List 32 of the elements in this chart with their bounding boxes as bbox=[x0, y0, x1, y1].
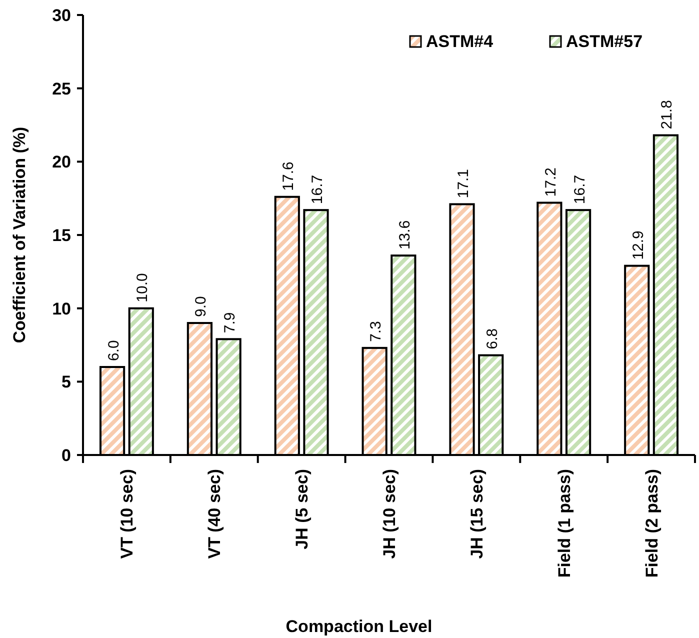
legend-label: ASTM#57 bbox=[566, 32, 643, 51]
data-label: 12.9 bbox=[630, 230, 647, 260]
legend-label: ASTM#4 bbox=[426, 32, 494, 51]
data-label: 10.0 bbox=[134, 273, 152, 302]
x-tick-label: JH (5 sec) bbox=[292, 469, 312, 550]
y-tick-label: 25 bbox=[52, 79, 71, 98]
y-tick-label: 10 bbox=[52, 299, 71, 318]
x-tick-label: VT (10 sec) bbox=[118, 469, 137, 559]
x-tick-label: VT (40 sec) bbox=[205, 469, 224, 559]
data-label: 16.7 bbox=[308, 174, 326, 204]
y-tick-label: 20 bbox=[52, 152, 71, 172]
y-tick-label: 15 bbox=[52, 226, 71, 245]
data-label: 16.7 bbox=[571, 174, 588, 204]
y-tick-label: 5 bbox=[62, 372, 71, 392]
data-label: 13.6 bbox=[396, 220, 414, 250]
data-label: 17.2 bbox=[542, 168, 560, 197]
data-label: 9.0 bbox=[192, 296, 210, 317]
x-tick-label: Field (1 pass) bbox=[554, 469, 574, 578]
data-label: 17.1 bbox=[455, 168, 472, 198]
y-tick-label: 0 bbox=[62, 446, 71, 465]
data-label: 6.0 bbox=[105, 340, 122, 361]
data-label: 17.6 bbox=[280, 162, 298, 191]
x-tick-label: JH (10 sec) bbox=[380, 469, 399, 559]
x-tick-label: JH (15 sec) bbox=[467, 469, 486, 559]
data-label: 7.9 bbox=[222, 312, 239, 334]
x-tick-label: Field (2 pass) bbox=[642, 469, 662, 578]
y-axis-title: Coefficient of Variation (%) bbox=[10, 126, 29, 344]
data-label: 21.8 bbox=[658, 100, 676, 130]
x-axis-title: Compaction Level bbox=[286, 617, 432, 636]
y-tick-label: 30 bbox=[52, 6, 71, 25]
data-label: 7.3 bbox=[368, 321, 385, 342]
data-label: 6.8 bbox=[484, 328, 501, 350]
